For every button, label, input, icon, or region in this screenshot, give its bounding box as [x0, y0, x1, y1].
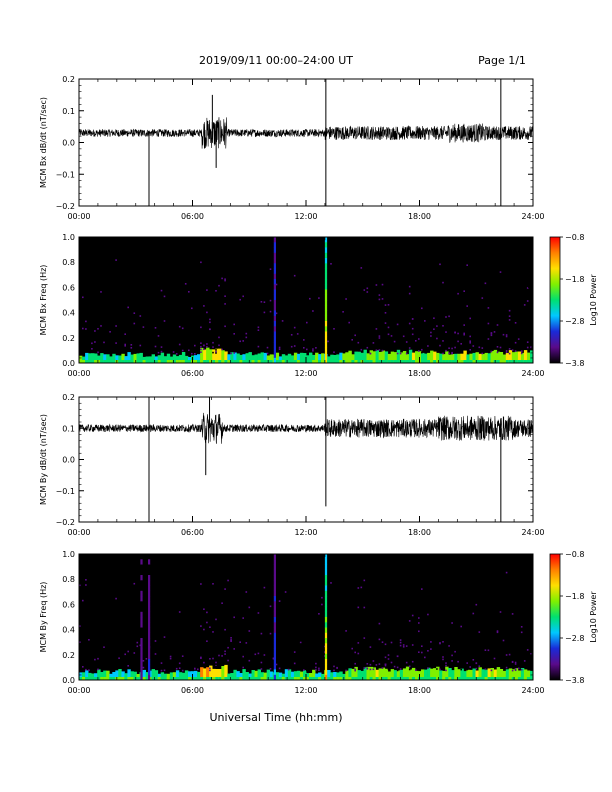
x-tick-label: 18:00 — [408, 528, 431, 537]
panel-2: −0.8 −1.8 −2.8 −3.8 Log10 Power 00:00 06:00 12:… — [39, 233, 598, 378]
y-tick-label: 0.4 — [62, 309, 75, 318]
dbdt-trace — [78, 117, 534, 149]
panel-3: 00:00 06:00 12:00 18:00 24:00 0.2 0.1 0.0 −0.1 −0… — [39, 393, 545, 537]
colorbar-label: Log10 Power — [589, 274, 598, 326]
y-tick-label: 0.8 — [62, 258, 75, 267]
y-tick-label: 0.0 — [62, 359, 75, 368]
y-tick-label: 0.2 — [62, 334, 75, 343]
y-tick-label: 0.1 — [62, 424, 75, 433]
y-tick-label: −0.2 — [56, 518, 75, 527]
colorbar-tick-label: −2.8 — [565, 634, 584, 643]
x-tick-label: 12:00 — [294, 686, 317, 695]
y-tick-label: 1.0 — [62, 233, 75, 242]
colorbar — [549, 553, 561, 681]
y-tick-label: 0.6 — [62, 283, 75, 292]
spectrogram-cells — [79, 259, 534, 363]
spectral-line-4 — [140, 554, 143, 681]
page-indicator: Page 1/1 — [478, 54, 526, 67]
x-tick-label: 24:00 — [521, 212, 544, 221]
x-tick-label: 12:00 — [294, 212, 317, 221]
plot-frame — [78, 78, 534, 207]
y-tick-label: −0.2 — [56, 202, 75, 211]
y-tick-label: 0.8 — [62, 575, 75, 584]
dbdt-trace — [78, 412, 534, 444]
y-tick-label: −0.1 — [56, 487, 75, 496]
y-axis-label: MCM Bx Freq (Hz) — [39, 265, 48, 336]
x-tick-label: 00:00 — [67, 369, 90, 378]
spectrogram-background — [79, 237, 533, 363]
x-tick-label: 18:00 — [408, 686, 431, 695]
y-tick-label: 1.0 — [62, 550, 75, 559]
y-tick-label: 0.0 — [62, 139, 75, 148]
x-tick-label: 24:00 — [521, 686, 544, 695]
y-tick-label: 0.4 — [62, 626, 75, 635]
y-tick-label: 0.2 — [62, 393, 75, 402]
spectral-line-3 — [148, 554, 151, 681]
y-tick-label: 0.2 — [62, 651, 75, 660]
colorbar — [549, 236, 561, 364]
colorbar-tick-label: −0.8 — [565, 233, 584, 242]
colorbar-tick-label: −1.8 — [565, 275, 584, 284]
colorbar-tick-label: −2.8 — [565, 317, 584, 326]
y-tick-label: −0.1 — [56, 170, 75, 179]
plot-frame — [78, 396, 534, 523]
colorbar-tick-label: −3.8 — [565, 359, 584, 368]
y-tick-label: 0.6 — [62, 600, 75, 609]
spectrogram-cells — [79, 571, 534, 680]
x-tick-label: 18:00 — [408, 212, 431, 221]
spectral-line-1 — [324, 554, 328, 681]
y-axis-label: MCM By dB/dt (nT/sec) — [39, 414, 48, 505]
panels: 00:00 06:00 12:00 18:00 24:00 0.2 0.1 0.0 −0.1 −0… — [39, 75, 598, 695]
figure-title: 2019/09/11 00:00–24:00 UT — [199, 54, 353, 67]
spectrogram-background — [79, 554, 533, 680]
spectral-line-1 — [324, 237, 328, 364]
y-tick-label: 0.0 — [62, 456, 75, 465]
x-tick-label: 06:00 — [181, 212, 204, 221]
y-tick-label: 0.0 — [62, 676, 75, 685]
x-tick-label: 00:00 — [67, 528, 90, 537]
x-axis-label: Universal Time (hh:mm) — [210, 711, 343, 724]
x-tick-label: 12:00 — [294, 369, 317, 378]
x-tick-label: 24:00 — [521, 528, 544, 537]
y-axis-label: MCM Bx dB/dt (nT/sec) — [39, 97, 48, 188]
colorbar-tick-label: −0.8 — [565, 550, 584, 559]
x-tick-label: 12:00 — [294, 528, 317, 537]
x-tick-label: 00:00 — [67, 686, 90, 695]
x-tick-label: 24:00 — [521, 369, 544, 378]
x-tick-label: 18:00 — [408, 369, 431, 378]
y-tick-label: 0.2 — [62, 75, 75, 84]
y-axis-label: MCM By Freq (Hz) — [39, 582, 48, 653]
x-tick-label: 06:00 — [181, 528, 204, 537]
panel-4: −0.8 −1.8 −2.8 −3.8 Log10 Power 00:00 06:00 12:… — [39, 550, 598, 695]
x-tick-label: 00:00 — [67, 212, 90, 221]
spectral-line-2 — [273, 237, 276, 364]
colorbar-tick-label: −3.8 — [565, 676, 584, 685]
colorbar-tick-label: −1.8 — [565, 592, 584, 601]
y-tick-label: 0.1 — [62, 107, 75, 116]
x-tick-label: 06:00 — [181, 369, 204, 378]
spectral-line-2 — [273, 554, 276, 681]
colorbar-label: Log10 Power — [589, 591, 598, 643]
x-tick-label: 06:00 — [181, 686, 204, 695]
panel-1: 00:00 06:00 12:00 18:00 24:00 0.2 0.1 0.0 −0.1 −0… — [39, 75, 545, 221]
